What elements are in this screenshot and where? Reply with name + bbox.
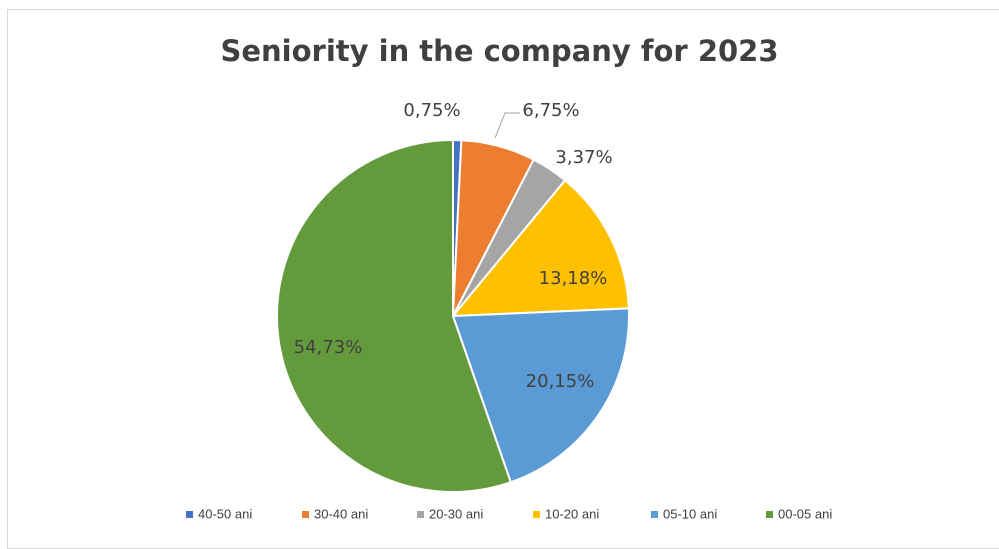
legend-swatch [533, 511, 540, 518]
data-label: 20,15% [526, 371, 595, 392]
leader-lines [494, 112, 520, 139]
leader-line [494, 112, 520, 139]
data-label: 3,37% [555, 147, 612, 168]
chart-title: Seniority in the company for 2023 [220, 34, 779, 68]
legend-label: 10-20 ani [545, 506, 599, 521]
pie-slice-05-10-ani [451, 307, 630, 484]
legend-label: 30-40 ani [314, 506, 368, 521]
legend-label: 20-30 ani [429, 506, 483, 521]
legend-swatch [186, 511, 193, 518]
pie-slice-10-20-ani [450, 178, 630, 318]
data-label: 6,75% [522, 100, 579, 121]
legend-swatch [651, 511, 658, 518]
pie-slices [276, 138, 630, 493]
legend-swatch [417, 511, 424, 518]
legend: 40-50 ani 30-40 ani 20-30 ani 10-20 ani 05-1… [186, 506, 832, 521]
pie-slice-00-05-ani [276, 138, 513, 493]
data-label: 13,18% [539, 268, 608, 289]
data-label: 0,75% [403, 100, 460, 121]
data-labels: 0,75% 6,75% 3,37% 13,18% 20,15% 54,73% [294, 100, 613, 392]
legend-swatch [766, 511, 773, 518]
legend-label: 00-05 ani [778, 506, 832, 521]
legend-swatch [302, 511, 309, 518]
legend-label: 05-10 ani [663, 506, 717, 521]
data-label: 54,73% [294, 337, 363, 358]
legend-label: 40-50 ani [198, 506, 252, 521]
